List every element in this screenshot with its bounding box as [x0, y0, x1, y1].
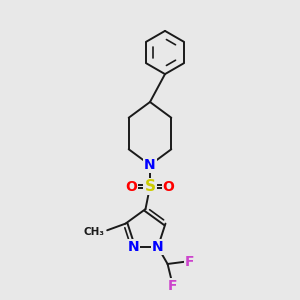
Text: F: F	[167, 279, 177, 293]
Text: N: N	[127, 240, 139, 254]
Text: CH₃: CH₃	[84, 227, 105, 237]
Text: O: O	[125, 180, 137, 194]
Text: N: N	[144, 158, 156, 172]
Text: O: O	[163, 180, 175, 194]
Text: F: F	[185, 255, 194, 268]
Text: N: N	[152, 240, 164, 254]
Text: S: S	[145, 179, 155, 194]
